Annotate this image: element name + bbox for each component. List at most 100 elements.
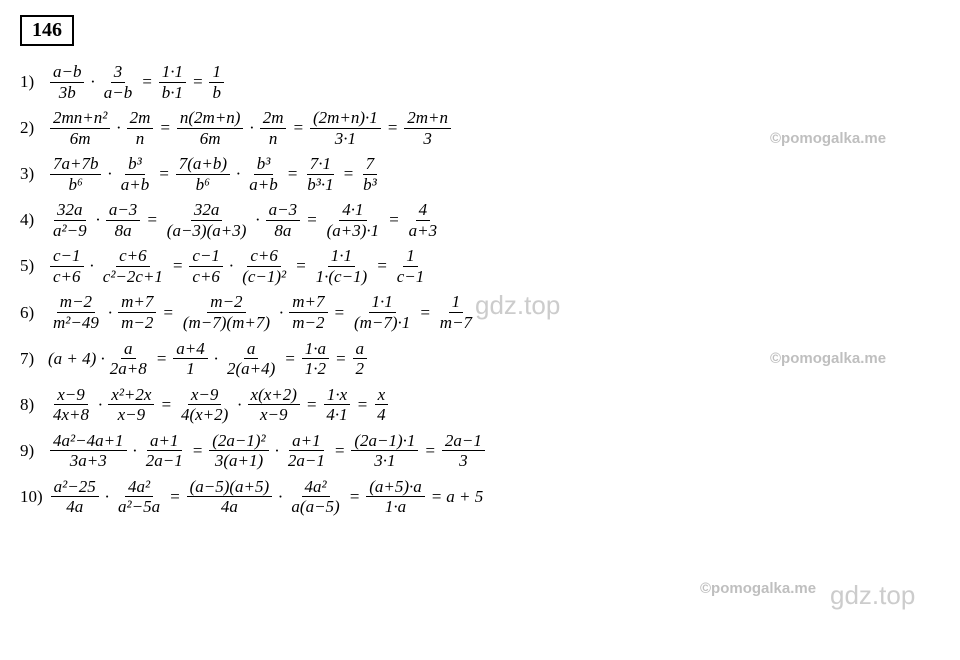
fraction-numerator: a²−25 [51, 477, 99, 498]
fraction-denominator: (m−7)(m+7) [180, 313, 273, 333]
fraction: m−2(m−7)(m+7) [180, 292, 273, 332]
fraction-denominator: 4a [63, 497, 86, 517]
inline-text: a + 5 [446, 487, 483, 507]
fraction-denominator: 4x+8 [50, 405, 92, 425]
fraction-denominator: c−1 [394, 267, 428, 287]
fraction-denominator: 6m [67, 129, 94, 149]
fraction-numerator: 32a [54, 200, 86, 221]
operator: · [236, 164, 240, 184]
fraction-numerator: x−9 [188, 385, 222, 406]
operator: · [98, 395, 102, 415]
line-number: 2) [20, 118, 42, 138]
fraction: 7(a+b)b⁶ [176, 154, 230, 194]
fraction-denominator: a²−9 [50, 221, 90, 241]
fraction-numerator: c−1 [189, 246, 223, 267]
fraction: c+6c²−2c+1 [100, 246, 166, 286]
fraction-denominator: m−2 [289, 313, 327, 333]
fraction-numerator: c+6 [116, 246, 150, 267]
fraction-denominator: 1·a [382, 497, 409, 517]
inline-text: (a + 4) · [48, 349, 105, 369]
fraction-denominator: 1·(c−1) [313, 267, 371, 287]
fraction-denominator: b⁶ [66, 175, 86, 195]
fraction: 4·1(a+3)·1 [324, 200, 383, 240]
line-number: 1) [20, 72, 42, 92]
fraction-numerator: a [353, 339, 368, 360]
fraction-numerator: 7·1 [307, 154, 334, 175]
fraction: (a+5)·a1·a [366, 477, 425, 517]
fraction-numerator: 7a+7b [50, 154, 101, 175]
line-number: 8) [20, 395, 42, 415]
fraction-denominator: 2(a+4) [224, 359, 278, 379]
fraction-denominator: 3·1 [332, 129, 359, 149]
fraction-numerator: x−9 [54, 385, 88, 406]
line-number: 6) [20, 303, 42, 323]
operator: = [387, 118, 398, 138]
operator: · [105, 487, 109, 507]
fraction-denominator: 3·1 [371, 451, 398, 471]
operator: = [192, 72, 203, 92]
fraction: 32aa²−9 [50, 200, 90, 240]
fraction-numerator: 1·a [302, 339, 329, 360]
fraction: a−38a [266, 200, 300, 240]
operator: = [431, 487, 442, 507]
fraction-denominator: x−9 [115, 405, 149, 425]
operator: = [162, 303, 173, 323]
operator: = [159, 118, 170, 138]
fraction: 2m+n3 [404, 108, 451, 148]
operator: = [335, 349, 346, 369]
fraction: 2mn+n²6m [50, 108, 110, 148]
fraction-numerator: 1 [403, 246, 418, 267]
fraction-denominator: m−7 [437, 313, 475, 333]
fraction-denominator: b³ [360, 175, 380, 195]
fraction-numerator: (a+5)·a [366, 477, 425, 498]
fraction-numerator: x [375, 385, 389, 406]
equation-line: 3)7a+7bb⁶·b³a+b=7(a+b)b⁶·b³a+b=7·1b³·1=7… [20, 154, 940, 194]
fraction: 7b³ [360, 154, 380, 194]
fraction-denominator: c+6 [189, 267, 223, 287]
operator: = [334, 303, 345, 323]
fraction-numerator: x²+2x [108, 385, 154, 406]
problem-number-box: 146 [20, 15, 74, 46]
fraction-denominator: (a−3)(a+3) [164, 221, 250, 241]
fraction-numerator: 2m+n [404, 108, 451, 129]
fraction: (a−5)(a+5)4a [187, 477, 273, 517]
fraction-numerator: m−2 [207, 292, 245, 313]
fraction-denominator: 6m [197, 129, 224, 149]
fraction: 1c−1 [394, 246, 428, 286]
fraction-denominator: a+3 [406, 221, 440, 241]
fraction-denominator: 2 [353, 359, 368, 379]
fraction-numerator: n(2m+n) [177, 108, 244, 129]
operator: = [388, 210, 399, 230]
fraction: m−2m²−49 [50, 292, 102, 332]
fraction-denominator: c+6 [50, 267, 84, 287]
fraction-numerator: a [244, 339, 259, 360]
fraction: a+41 [173, 339, 207, 379]
operator: · [255, 210, 259, 230]
fraction: 1·11·(c−1) [313, 246, 371, 286]
equation-line: 1)a−b3b·3a−b=1·1b·1=1b [20, 62, 940, 102]
operator: = [169, 487, 180, 507]
fraction-numerator: a−b [50, 62, 84, 83]
fraction: 4a²a²−5a [115, 477, 163, 517]
fraction-numerator: a−3 [106, 200, 140, 221]
fraction-denominator: 3a+3 [67, 451, 110, 471]
fraction: c+6(c−1)² [239, 246, 289, 286]
fraction: m+7m−2 [118, 292, 156, 332]
operator: = [160, 395, 171, 415]
fraction: 2mn [260, 108, 287, 148]
watermark-gdz-2: gdz.top [830, 580, 915, 611]
equation-line: 4)32aa²−9·a−38a=32a(a−3)(a+3)·a−38a=4·1(… [20, 200, 940, 240]
fraction: m+7m−2 [289, 292, 327, 332]
line-number: 3) [20, 164, 42, 184]
fraction-numerator: 7 [363, 154, 378, 175]
operator: = [292, 118, 303, 138]
fraction: x−94x+8 [50, 385, 92, 425]
operator: · [133, 441, 137, 461]
fraction-denominator: 1 [183, 359, 198, 379]
line-number: 9) [20, 441, 42, 461]
fraction: a+12a−1 [285, 431, 328, 471]
fraction-denominator: 4a [218, 497, 241, 517]
fraction: 1·a1·2 [302, 339, 329, 379]
operator: = [146, 210, 157, 230]
fraction-numerator: a+1 [147, 431, 181, 452]
